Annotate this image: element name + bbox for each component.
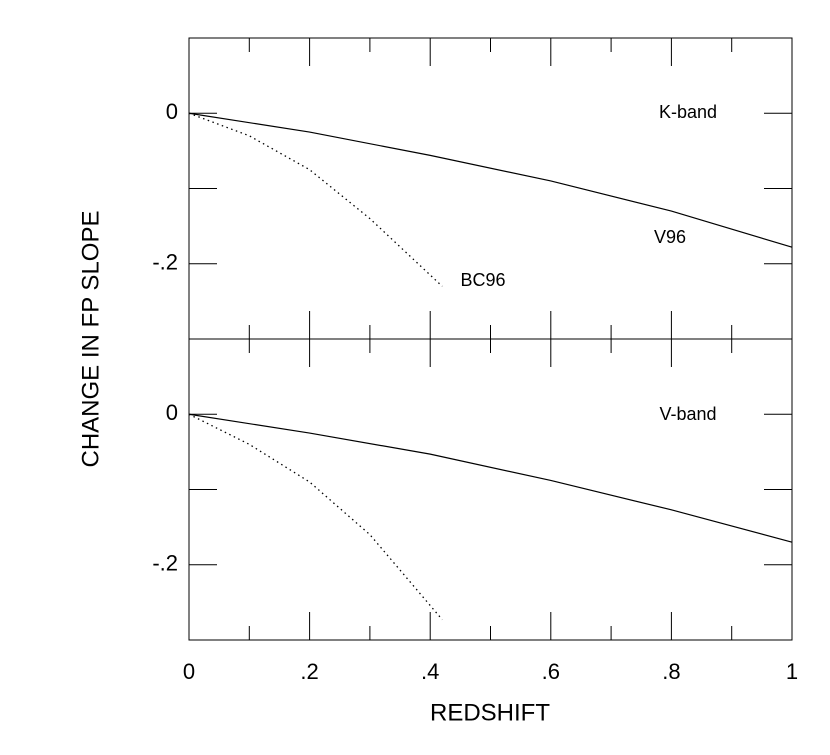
x-tick-label: .6 <box>542 659 560 684</box>
series-line <box>188 413 793 543</box>
series-label: V96 <box>654 227 686 247</box>
plot-frame <box>188 37 793 340</box>
series-line <box>188 112 443 287</box>
x-axis-label: REDSHIFT <box>430 699 550 726</box>
panel-label: V-band <box>659 404 716 424</box>
y-tick-label: 0 <box>166 400 178 425</box>
plot-frame <box>188 338 793 641</box>
x-tick-label: 1 <box>786 659 798 684</box>
series-label: BC96 <box>460 270 505 290</box>
y-tick-label: -.2 <box>152 551 178 576</box>
y-tick-label: 0 <box>166 99 178 124</box>
y-axis-label: CHANGE IN FP SLOPE <box>77 211 104 468</box>
series-line <box>188 112 793 248</box>
x-tick-label: .2 <box>300 659 318 684</box>
x-tick-label: 0 <box>183 659 195 684</box>
y-tick-label: -.2 <box>152 250 178 275</box>
series-line <box>188 413 443 621</box>
panel-label: K-band <box>659 102 717 122</box>
x-tick-label: .4 <box>421 659 439 684</box>
x-tick-label: .8 <box>662 659 680 684</box>
